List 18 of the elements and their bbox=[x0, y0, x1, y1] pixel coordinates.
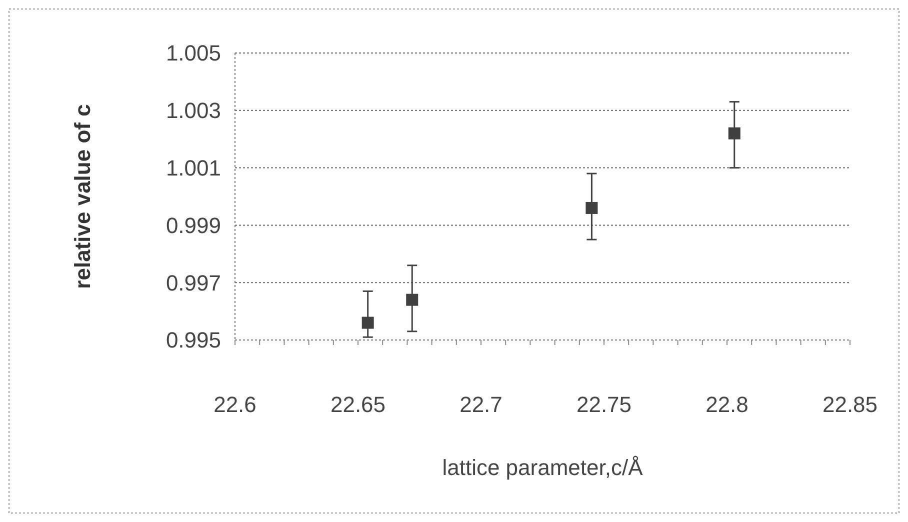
point bbox=[406, 294, 418, 306]
y-tick-label: 0.999 bbox=[166, 212, 221, 238]
x-tick-label: 22.6 bbox=[214, 392, 256, 417]
x-axis-title: lattice parameter,c/Å bbox=[442, 455, 644, 480]
y-tick-label: 1.001 bbox=[166, 156, 221, 180]
y-tick-label: 0.997 bbox=[166, 270, 221, 296]
point bbox=[362, 316, 374, 329]
x-tick-label: 22.85 bbox=[822, 392, 878, 417]
x-tick-label: 22.7 bbox=[460, 392, 502, 417]
x-tick-label: 22.65 bbox=[330, 392, 386, 417]
y-tick-label: 1.005 bbox=[166, 40, 221, 66]
x-tick-label: 22.75 bbox=[576, 392, 632, 417]
point bbox=[728, 127, 740, 140]
y-axis-title: relative value of c bbox=[70, 104, 95, 289]
x-tick-label: 22.8 bbox=[706, 392, 748, 417]
y-tick-label: 0.995 bbox=[166, 328, 221, 353]
point bbox=[586, 202, 598, 214]
y-tick-label: 1.003 bbox=[166, 98, 221, 124]
